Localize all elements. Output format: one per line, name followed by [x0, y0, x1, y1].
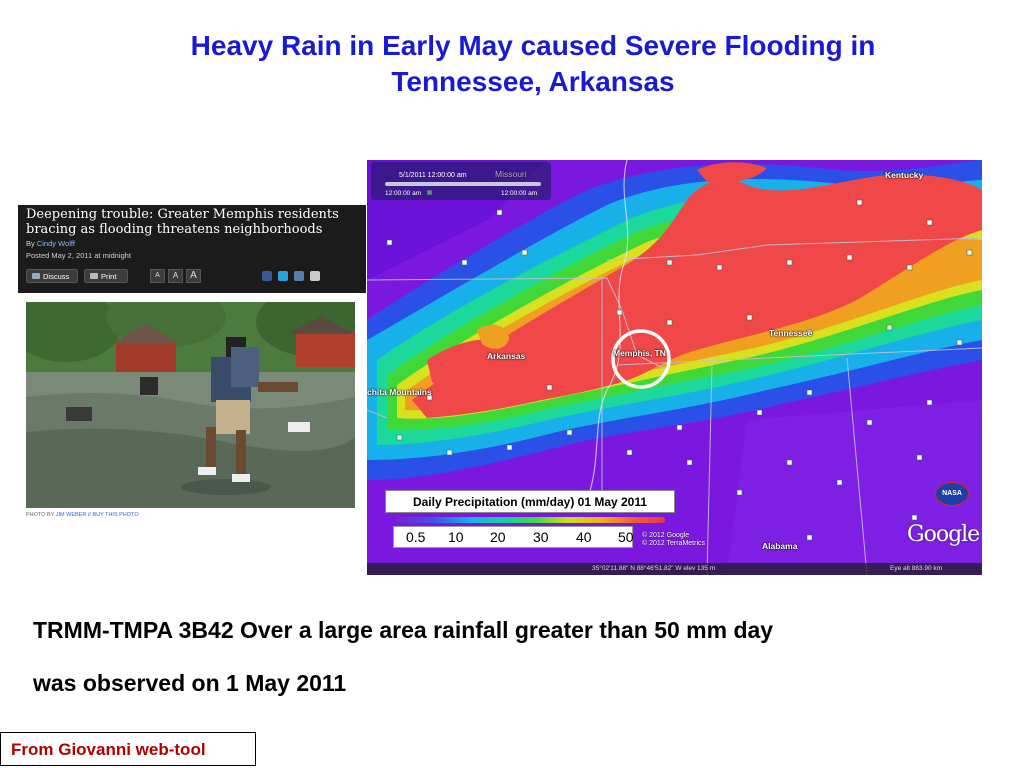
email-icon[interactable]	[310, 271, 320, 281]
caption-line-2: was observed on 1 May 2011	[33, 670, 347, 696]
text-size-small-button[interactable]: A	[150, 269, 165, 283]
legend-colorbar	[395, 517, 665, 523]
text-size-large-button[interactable]: A	[186, 269, 201, 283]
copyright-google: © 2012 Google	[642, 532, 690, 539]
legend-value-4: 40	[576, 529, 592, 545]
map-copyright: © 2012 Google © 2012 TerraMetrics	[642, 532, 705, 548]
flood-photo-image	[26, 302, 355, 508]
map-status-bar: 35°02'11.88" N 88°46'51.82" W elev 135 m…	[367, 563, 982, 575]
copyright-terrametrics: © 2012 TerraMetrics	[642, 540, 705, 547]
map-label-alabama: Alabama	[762, 541, 798, 551]
slide-title: Heavy Rain in Early May caused Severe Fl…	[100, 28, 966, 100]
author-link[interactable]: Cindy Wolff	[36, 239, 75, 248]
slide-caption: TRMM-TMPA 3B42 Over a large area rainfal…	[33, 604, 993, 710]
discuss-icon	[32, 273, 40, 279]
legend-values: 0.5 10 20 30 40 50	[393, 526, 634, 548]
time-slider[interactable]	[385, 182, 541, 186]
legend-value-2: 20	[490, 529, 506, 545]
map-label-kentucky: Kentucky	[885, 170, 924, 180]
nasa-logo: NASA	[935, 482, 969, 506]
print-button[interactable]: Print	[84, 269, 128, 283]
news-headline: Deepening trouble: Greater Memphis resid…	[26, 207, 339, 237]
map-label-missouri: Missouri	[495, 169, 527, 179]
map-label-tennessee: Tennessee	[769, 328, 813, 338]
text-size-medium-button[interactable]: A	[168, 269, 183, 283]
photo-credit-prefix: PHOTO BY	[26, 512, 56, 518]
precipitation-legend: Daily Precipitation (mm/day) 01 May 2011…	[385, 490, 675, 548]
legend-value-3: 30	[533, 529, 549, 545]
time-slider-panel[interactable]: 5/1/2011 12:00:00 am 12:00:00 am 12:00:0…	[371, 162, 551, 200]
news-byline: By Cindy Wolff	[26, 239, 75, 248]
photo-credit: PHOTO BY JIM WEBER // BUY THIS PHOTO	[26, 512, 139, 518]
discuss-label: Discuss	[43, 271, 70, 281]
legend-value-0: 0.5	[406, 529, 426, 545]
share-icon[interactable]	[294, 271, 304, 281]
legend-title: Daily Precipitation (mm/day) 01 May 2011	[385, 490, 675, 513]
time-current: 5/1/2011 12:00:00 am	[399, 172, 467, 179]
map-label-arkansas: Arkansas	[487, 351, 526, 361]
twitter-icon[interactable]	[278, 271, 288, 281]
map-label-ouachita-mountains: chita Mountains	[367, 387, 432, 397]
status-eye-altitude: Eye alt 883.90 km	[890, 565, 943, 572]
title-line-1: Heavy Rain in Early May caused Severe Fl…	[190, 30, 876, 61]
flood-photo	[26, 302, 355, 508]
source-note: From Giovanni web-tool	[0, 732, 256, 766]
print-label: Print	[101, 271, 117, 281]
byline-prefix: By	[26, 239, 37, 248]
title-line-2: Tennessee, Arkansas	[391, 66, 675, 97]
buy-photo-link[interactable]: // BUY THIS PHOTO	[86, 512, 139, 518]
facebook-icon[interactable]	[262, 271, 272, 281]
map-label-memphis: Memphis, TN	[613, 348, 666, 358]
news-header: Deepening trouble: Greater Memphis resid…	[18, 205, 366, 293]
precipitation-map[interactable]: 5/1/2011 12:00:00 am 12:00:00 am 12:00:0…	[367, 160, 982, 575]
news-posted-date: Posted May 2, 2011 at midnight	[26, 251, 131, 260]
google-logo: Google	[907, 522, 980, 547]
status-coordinates: 35°02'11.88" N 88°46'51.82" W elev 135 m	[592, 565, 716, 572]
time-start: 12:00:00 am	[385, 190, 422, 197]
time-end: 12:00:00 am	[501, 190, 538, 197]
print-icon	[90, 273, 98, 279]
news-article-panel: Deepening trouble: Greater Memphis resid…	[18, 205, 366, 527]
legend-value-5: 50	[618, 529, 634, 545]
photo-credit-name[interactable]: JIM WEBER	[55, 512, 87, 518]
legend-value-1: 10	[448, 529, 464, 545]
discuss-button[interactable]: Discuss	[26, 269, 78, 283]
caption-line-1: TRMM-TMPA 3B42 Over a large area rainfal…	[33, 617, 774, 643]
